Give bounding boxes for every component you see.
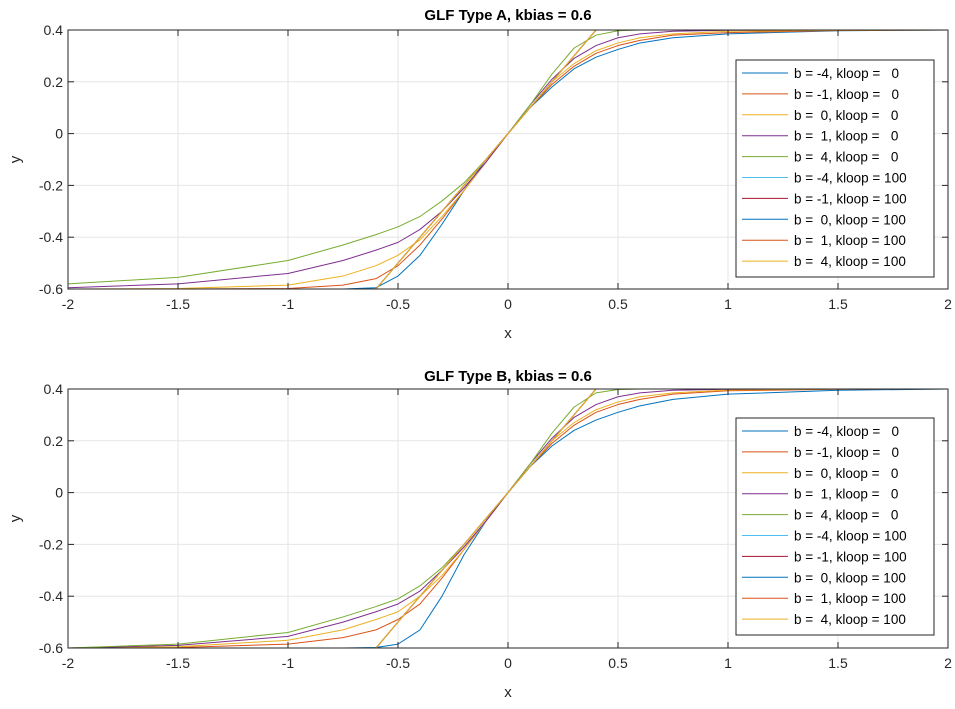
- x-tick-label: 2: [944, 655, 952, 671]
- y-tick-label: -0.4: [39, 588, 63, 604]
- legend-label-8: b = 1, kloop = 100: [794, 233, 906, 248]
- y-axis-label: y: [7, 155, 24, 163]
- x-tick-label: -1: [282, 296, 295, 312]
- legend-label-7: b = 0, kloop = 100: [794, 212, 906, 227]
- legend-label-2: b = 0, kloop = 0: [794, 466, 898, 481]
- x-tick-label: 0: [504, 296, 512, 312]
- legend-label-0: b = -4, kloop = 0: [794, 66, 899, 81]
- x-tick-label: 1: [724, 655, 732, 671]
- legend-label-1: b = -1, kloop = 0: [794, 445, 899, 460]
- x-tick-label: 1: [724, 296, 732, 312]
- legend-label-9: b = 4, kloop = 100: [794, 612, 906, 627]
- chart-title: GLF Type B, kbias = 0.6: [424, 368, 592, 385]
- x-tick-label: -0.5: [386, 655, 410, 671]
- y-tick-label: -0.2: [39, 177, 63, 193]
- x-tick-label: 0: [504, 655, 512, 671]
- legend-label-2: b = 0, kloop = 0: [794, 108, 898, 123]
- x-tick-label: -1.5: [166, 296, 190, 312]
- legend-label-5: b = -4, kloop = 100: [794, 529, 907, 544]
- y-tick-label: 0.4: [44, 22, 64, 38]
- y-tick-label: -0.6: [39, 640, 63, 656]
- legend-box: [735, 59, 935, 278]
- x-tick-label: 2: [944, 296, 952, 312]
- y-tick-label: 0.2: [44, 74, 64, 90]
- legend-label-6: b = -1, kloop = 100: [794, 191, 907, 206]
- legend: b = -4, kloop = 0 b = -1, kloop = 0 b = 0,…: [735, 59, 935, 278]
- x-tick-label: 1.5: [828, 296, 848, 312]
- legend-label-8: b = 1, kloop = 100: [794, 591, 906, 606]
- y-tick-label: -0.2: [39, 536, 63, 552]
- y-tick-label: 0.2: [44, 433, 64, 449]
- y-tick-label: -0.4: [39, 229, 63, 245]
- x-tick-label: 0.5: [608, 655, 628, 671]
- legend-label-9: b = 4, kloop = 100: [794, 254, 906, 269]
- legend-box: [735, 417, 935, 636]
- legend-label-0: b = -4, kloop = 0: [794, 424, 899, 439]
- x-axis-label: x: [504, 325, 512, 342]
- x-tick-label: -1.5: [166, 655, 190, 671]
- chart-glf-type-b: -2 -1.5 -1 -0.5 0 0.5 1 1.5 2 -0.6 -0.4 -0.2 0 0.2 0.4…: [7, 368, 952, 701]
- y-tick-label: 0: [55, 126, 63, 142]
- legend-label-7: b = 0, kloop = 100: [794, 570, 906, 585]
- y-tick-label: 0.4: [44, 381, 64, 397]
- legend-label-6: b = -1, kloop = 100: [794, 549, 907, 564]
- chart-title: GLF Type A, kbias = 0.6: [424, 7, 591, 24]
- legend: b = -4, kloop = 0 b = -1, kloop = 0 b = 0,…: [735, 417, 935, 636]
- legend-label-5: b = -4, kloop = 100: [794, 171, 907, 186]
- y-tick-label: 0: [55, 485, 63, 501]
- legend-label-4: b = 4, kloop = 0: [794, 508, 898, 523]
- x-tick-label: 0.5: [608, 296, 628, 312]
- chart-glf-type-a: -2 -1.5 -1 -0.5 0 0.5 1 1.5 2 -0.6 -0.4 -0.2 0 0.2 0.4…: [7, 7, 952, 342]
- legend-label-3: b = 1, kloop = 0: [794, 129, 898, 144]
- y-tick-label: -0.6: [39, 281, 63, 297]
- y-axis-label: y: [7, 514, 24, 522]
- x-tick-label: -2: [62, 655, 75, 671]
- x-tick-label: -2: [62, 296, 75, 312]
- legend-label-3: b = 1, kloop = 0: [794, 487, 898, 502]
- x-tick-label: -1: [282, 655, 295, 671]
- x-axis-label: x: [504, 684, 512, 701]
- x-tick-label: -0.5: [386, 296, 410, 312]
- legend-label-1: b = -1, kloop = 0: [794, 87, 899, 102]
- x-tick-label: 1.5: [828, 655, 848, 671]
- legend-label-4: b = 4, kloop = 0: [794, 150, 898, 165]
